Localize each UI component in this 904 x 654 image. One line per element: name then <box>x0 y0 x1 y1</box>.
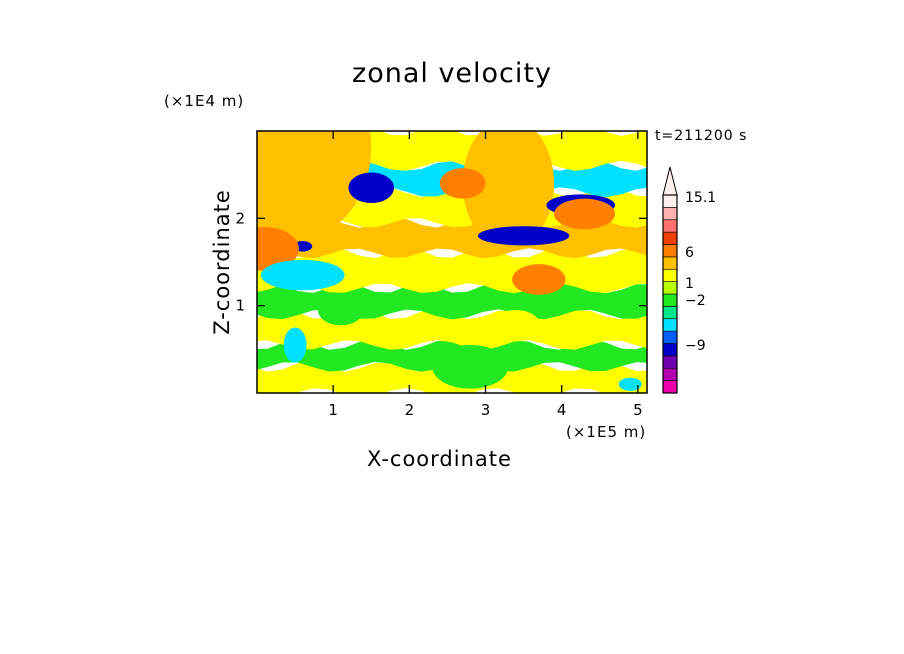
contour-field <box>257 131 647 393</box>
colorbar-level <box>662 231 678 245</box>
field-patch <box>462 131 555 249</box>
field-patch <box>317 294 364 326</box>
x-axis: 1 2 3 4 5 <box>328 131 643 419</box>
colorbar-frame <box>662 194 678 394</box>
field-patch <box>512 264 566 295</box>
y-axis: 12 <box>235 209 647 315</box>
colorbar-level <box>662 268 678 282</box>
colorbar-tick-label: −2 <box>685 293 706 309</box>
colorbar-level <box>662 367 678 381</box>
colorbar-level <box>662 355 678 369</box>
colorbar-level <box>662 281 678 295</box>
colorbar-level <box>662 380 678 394</box>
x-tick-label: 4 <box>557 401 567 419</box>
field-patch <box>257 227 299 271</box>
colorbar-level <box>662 343 678 357</box>
field-patch <box>554 198 616 230</box>
colorbar-level <box>662 219 678 233</box>
colorbar-level <box>662 256 678 270</box>
x-tick-label: 3 <box>481 401 491 419</box>
chart-title: zonal velocity <box>352 58 552 89</box>
field-patch <box>432 344 509 389</box>
colorbar-level <box>662 244 678 258</box>
x-tick-label: 1 <box>328 401 338 419</box>
colorbar-level <box>662 207 678 221</box>
plot-frame <box>256 130 648 394</box>
x-tick-label: 5 <box>633 401 643 419</box>
colorbar-level <box>662 194 678 208</box>
colorbar-level <box>662 306 678 320</box>
colorbar-tick-label: 6 <box>685 245 694 261</box>
y-tick-label: 2 <box>235 209 245 227</box>
colorbar-tick-label: 15.1 <box>685 190 716 206</box>
x-tick-label: 2 <box>405 401 415 419</box>
field-patch <box>493 310 539 337</box>
field-patch <box>477 226 570 246</box>
y-axis-unit-label: (×1E4 m) <box>164 92 245 110</box>
field-patch <box>257 131 372 239</box>
field-patch <box>348 172 395 204</box>
field-band <box>257 217 647 259</box>
field-patch <box>439 168 486 199</box>
field-patch <box>260 259 345 291</box>
colorbar-tick-label: 1 <box>685 276 694 292</box>
y-tick-label: 1 <box>235 297 245 315</box>
time-label: t=211200 s <box>655 128 748 144</box>
colorbar-level <box>662 293 678 307</box>
field-patch <box>618 377 642 391</box>
colorbar-level <box>662 330 678 344</box>
x-axis-unit-label: (×1E5 m) <box>566 423 647 441</box>
colorbar: 15.1 6 1−2 −9 <box>662 166 716 394</box>
colorbar-tick-label: −9 <box>685 338 706 354</box>
colorbar-level <box>662 318 678 332</box>
x-axis-label: X-coordinate <box>367 447 512 471</box>
colorbar-extend-arrow <box>662 166 678 196</box>
field-patch <box>283 327 307 363</box>
